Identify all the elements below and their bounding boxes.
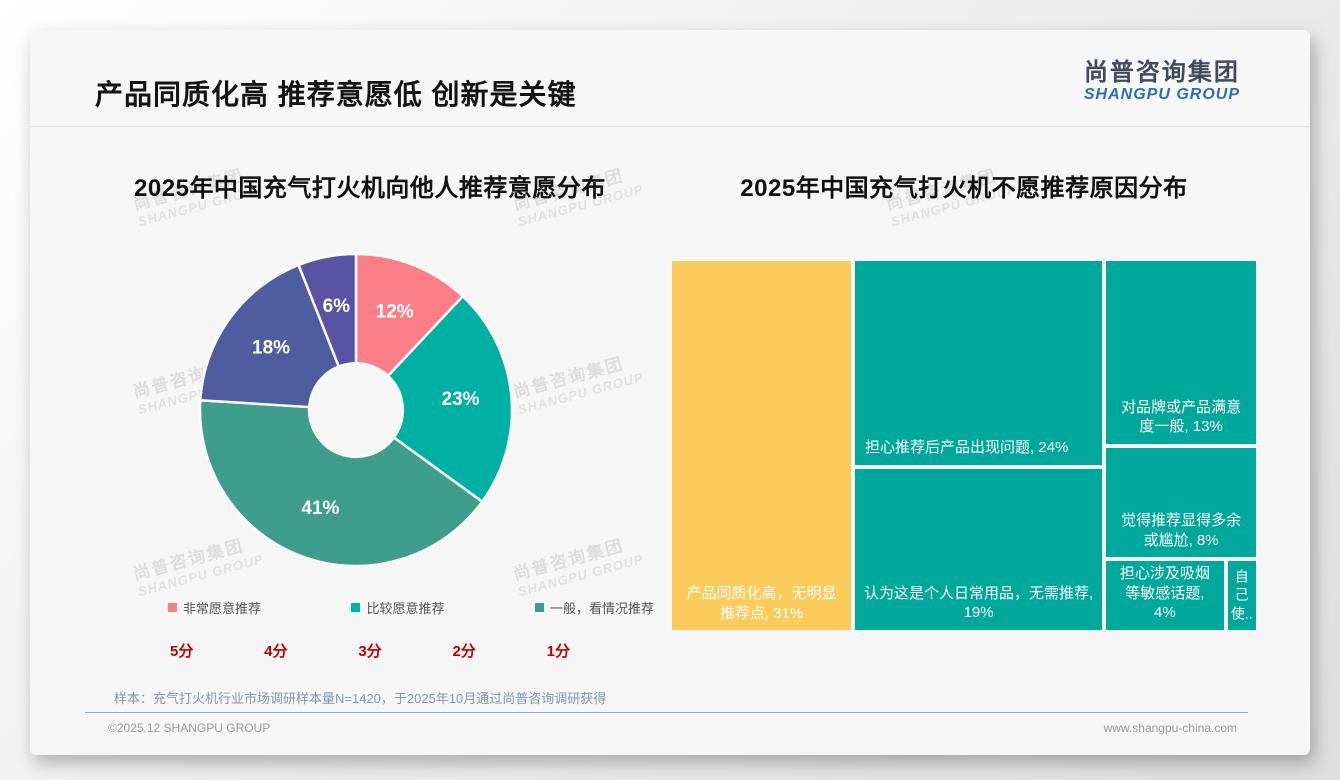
donut-slice-label: 23% [442,389,480,410]
treemap-cell-label: 担心推荐后产品出现问题, 24% [865,439,1069,457]
footer-copyright: ©2025.12 SHANGPU GROUP [108,721,271,735]
donut-slice [386,295,514,503]
footer-website: www.shangpu-china.com [1103,721,1237,735]
donut-chart-title: 2025年中国充气打火机向他人推荐意愿分布 [134,175,606,202]
sample-footnote: 样本：充气打火机行业市场调研样本量N=1420，于2025年10月通过尚普咨询调… [114,691,607,706]
legend-label: 非常愿意推荐 [183,601,262,616]
donut-chart: 12% 23% 41% 18% 6% [196,250,516,570]
donut-slice [198,398,484,568]
treemap-cell: 产品同质化高，无明显 推荐点, 31% [672,261,852,630]
slide-header: 产品同质化高 推荐意愿低 创新是关键 尚普咨询集团 SHANGPU GROUP [30,30,1310,127]
score-label: 3分 [358,643,382,660]
score-label: 1分 [546,643,570,660]
treemap-chart: 产品同质化高，无明显 推荐点, 31% 担心推荐后产品出现问题, 24% 认为这是个人… [672,261,1256,630]
treemap-chart-title: 2025年中国充气打火机不愿推荐原因分布 [740,175,1188,202]
watermark-cn-text: 尚普咨询集团 [511,536,627,584]
watermark-cn-text: 尚普咨询集团 [511,354,627,402]
logo-chinese-text: 尚普咨询集团 [1083,59,1240,86]
legend-item: 非常愿意推荐 [168,598,261,617]
legend-label: 比较愿意推荐 [366,601,445,616]
treemap-cell: 对品牌或产品满意 度一般, 13% [1106,261,1256,444]
page-title: 产品同质化高 推荐意愿低 创新是关键 [95,79,577,110]
company-logo: 尚普咨询集团 SHANGPU GROUP [1083,59,1240,104]
legend-swatch [534,603,544,612]
watermark-en-text: SHANGPU GROUP [516,369,646,418]
treemap-cell-label: 对品牌或产品满意 度一般, 13% [1121,398,1242,436]
watermark-en-text: SHANGPU GROUP [516,551,646,600]
treemap-cell-label: 觉得推荐显得多余 或尴尬, 8% [1121,512,1242,549]
donut-slice-label: 41% [301,498,339,519]
treemap-cell: 担心涉及吸烟 等敏感话题, 4% [1106,561,1224,630]
donut-slice-label: 18% [252,337,290,358]
logo-english-text: SHANGPU GROUP [1083,86,1240,104]
score-axis: 5分 4分 3分 2分 1分 [170,640,570,661]
legend-label: 一般，看情况推荐 [549,601,654,616]
donut-slice [297,252,358,368]
donut-slice [354,252,465,378]
treemap-cell-label: 认为这是个人日常用品，无需推荐, 19% [864,584,1094,622]
treemap-cell-label: 自己使.. [1230,568,1253,622]
treemap-cell-label: 担心涉及吸烟 等敏感话题, 4% [1119,565,1210,622]
score-label: 5分 [170,643,194,660]
footer-divider [85,712,1248,713]
treemap-cell: 觉得推荐显得多余 或尴尬, 8% [1106,447,1256,558]
legend-swatch [351,603,361,612]
report-slide: 尚普咨询集团 SHANGPU GROUP 尚普咨询集团 SHANGPU GROUP 尚普… [30,30,1310,755]
treemap-cell: 担心推荐后产品出现问题, 24% [855,261,1103,465]
donut-slice-label: 6% [323,296,351,317]
donut-slice-label: 12% [376,301,414,322]
legend-swatch [168,603,177,612]
legend-item: 比较愿意推荐 [351,598,445,617]
treemap-cell-label: 产品同质化高，无明显 推荐点, 31% [686,585,837,622]
score-label: 4分 [264,643,288,660]
donut-slice [199,263,341,409]
treemap-cell: 认为这是个人日常用品，无需推荐, 19% [855,468,1103,630]
donut-legend: 非常愿意推荐 比较愿意推荐 一般，看情况推荐 [168,598,654,617]
legend-item: 一般，看情况推荐 [534,598,654,617]
score-label: 2分 [452,643,476,660]
treemap-cell: 自己使.. [1227,561,1256,630]
